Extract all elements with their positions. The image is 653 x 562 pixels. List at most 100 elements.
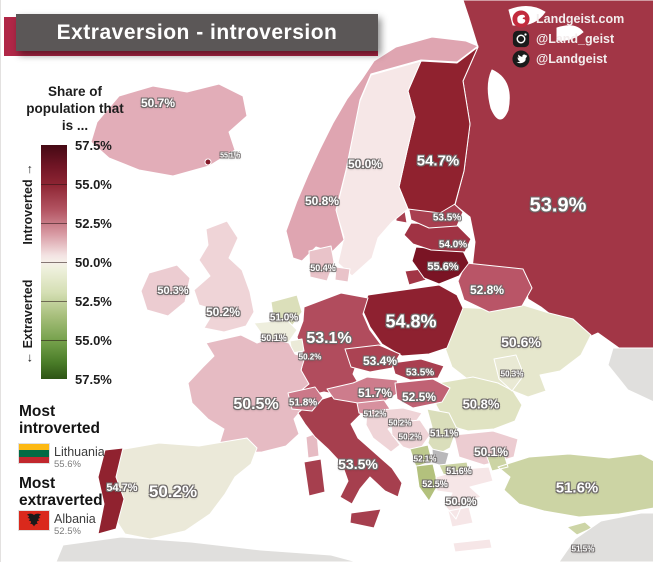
- country-greece: [435, 466, 494, 553]
- albania-eagle-icon: [27, 513, 41, 527]
- legend-tick-label: 55.0%: [75, 177, 112, 192]
- country-faroe-islands: [204, 158, 212, 166]
- country-switzerland: [287, 386, 324, 412]
- map-label-estonia: 53.5%: [432, 212, 462, 224]
- legend-tick-line: [41, 262, 67, 263]
- map-label-belgium: 50.1%: [261, 333, 287, 343]
- country-ukraine: [443, 304, 592, 398]
- legend-tick-line: [41, 184, 67, 185]
- country-turkey: [486, 453, 653, 518]
- legend-tick-label: 50.0%: [75, 255, 112, 270]
- country-ireland: [140, 264, 191, 317]
- map-label-faroe: 55.1%: [220, 152, 240, 160]
- country-united-kingdom: [193, 220, 255, 333]
- map-label-czechia: 53.4%: [362, 354, 398, 368]
- legend-tick-label: 57.5%: [75, 372, 112, 387]
- legend-introverted-label: Introverted →: [21, 163, 35, 245]
- map-label-slovenia: 51.2%: [363, 409, 387, 419]
- country-denmark: [308, 245, 351, 283]
- map-label-moldova: 50.3%: [500, 369, 524, 379]
- legend-tick-label: 52.5%: [75, 294, 112, 309]
- map-label-bulgaria: 50.1%: [473, 445, 509, 459]
- map-label-slovakia: 53.5%: [405, 367, 435, 379]
- region-middle-east: [558, 512, 653, 562]
- map-label-russia: 53.9%: [529, 194, 587, 217]
- country-norway: [285, 36, 479, 262]
- most-introverted-country: Lithuania: [54, 445, 105, 459]
- map-label-portugal: 54.7%: [106, 482, 138, 494]
- legend-tick-line: [41, 340, 67, 341]
- country-latvia: [403, 222, 472, 253]
- legend-title: Share of population that is ...: [26, 84, 124, 133]
- map-label-italy: 53.5%: [338, 456, 378, 472]
- branding-site: Landgeist.com: [512, 10, 624, 28]
- country-montenegro: [409, 444, 433, 468]
- map-label-austria: 51.7%: [357, 386, 393, 400]
- map-label-lithuania: 55.6%: [427, 261, 459, 273]
- map-label-ukraine: 50.6%: [501, 334, 541, 350]
- map-label-switzerland: 51.8%: [288, 397, 318, 409]
- map-label-france: 50.5%: [233, 396, 279, 413]
- region-caucasus: [607, 347, 653, 403]
- country-germany: [296, 292, 383, 397]
- title-banner: Extraversion - introversion: [16, 14, 378, 51]
- most-extraverted-value: 52.5%: [54, 526, 81, 537]
- country-italy: [297, 394, 403, 529]
- map-label-nmacedonia: 51.6%: [446, 466, 472, 476]
- map-label-serbia: 51.1%: [429, 428, 459, 440]
- most-introverted-title: Most introverted: [19, 403, 100, 437]
- country-albania: [415, 463, 439, 502]
- most-extraverted-title: Most extraverted: [19, 475, 103, 509]
- country-lithuania: [411, 246, 470, 285]
- branding-instagram: @Land_geist: [512, 30, 614, 48]
- country-belarus: [457, 262, 533, 313]
- instagram-icon: [512, 30, 530, 48]
- map-label-poland: 54.8%: [385, 311, 437, 332]
- lithuania-flag: [19, 444, 49, 463]
- up-arrow-icon: →: [21, 163, 35, 176]
- country-poland: [361, 284, 464, 357]
- map-label-albania: 52.5%: [422, 479, 448, 489]
- map-label-belarus: 52.8%: [469, 283, 505, 297]
- map-label-germany: 53.1%: [306, 330, 352, 347]
- country-croatia: [365, 407, 423, 453]
- down-arrow-icon: ←: [21, 351, 35, 365]
- map-label-latvia: 54.0%: [438, 239, 468, 251]
- most-introverted-value: 55.6%: [54, 459, 81, 470]
- map-label-ireland: 50.3%: [157, 285, 189, 297]
- legend-tick-line: [41, 301, 67, 302]
- albania-flag: [19, 511, 49, 530]
- map-label-croatia: 50.2%: [388, 418, 412, 428]
- country-belgium: [253, 319, 298, 344]
- legend-tick-label: 57.5%: [75, 138, 112, 153]
- map-label-romania: 50.8%: [462, 396, 500, 412]
- map-label-hungary: 52.5%: [401, 390, 437, 404]
- map-label-norway: 50.8%: [304, 194, 340, 208]
- region-north-africa: [55, 536, 358, 562]
- map-label-luxembourg: 50.2%: [298, 352, 322, 362]
- country-czechia: [344, 344, 401, 373]
- country-portugal: [97, 447, 125, 535]
- map-label-sweden: 50.0%: [347, 157, 383, 171]
- page-title: Extraversion - introversion: [56, 20, 338, 44]
- country-hungary: [394, 378, 451, 409]
- legend-tick-line: [41, 223, 67, 224]
- map-label-cyprus: 51.5%: [571, 544, 595, 554]
- map-label-bosnia: 50.2%: [398, 432, 422, 442]
- country-iceland: [90, 83, 248, 177]
- map-label-iceland: 50.7%: [140, 96, 176, 110]
- landgeist-logo-icon: [512, 10, 530, 28]
- country-moldova: [493, 354, 525, 392]
- map-label-uk: 50.2%: [205, 305, 241, 319]
- legend-extraverted-label: ← Extraverted: [21, 279, 35, 365]
- country-slovakia: [391, 358, 445, 381]
- map-label-turkey: 51.6%: [555, 479, 599, 497]
- most-extraverted-country: Albania: [54, 512, 96, 526]
- map-label-greece: 50.0%: [445, 496, 477, 508]
- map-label-netherlands: 51.0%: [269, 312, 299, 324]
- legend-tick-label: 52.5%: [75, 216, 112, 231]
- map-label-montenegro: 52.1%: [413, 454, 437, 464]
- country-netherlands: [270, 294, 303, 327]
